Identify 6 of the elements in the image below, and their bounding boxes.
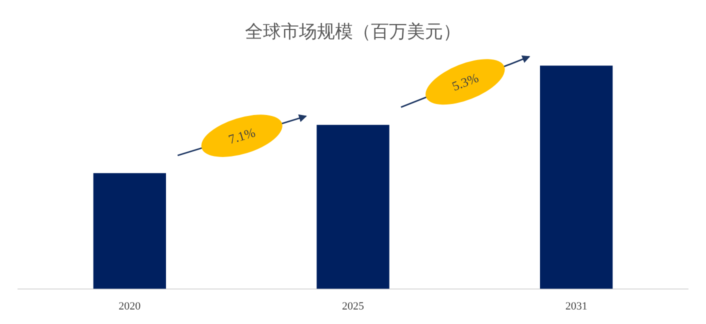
x-tick-label: 2020 xyxy=(118,300,142,312)
x-tick-label: 2025 xyxy=(342,300,364,312)
annotation: 5.3% xyxy=(450,70,481,94)
x-tick-label: 2031 xyxy=(565,300,588,312)
annotation: 7.1% xyxy=(226,124,258,147)
chart-title: 全球市场规模（百万美元） xyxy=(245,22,461,42)
